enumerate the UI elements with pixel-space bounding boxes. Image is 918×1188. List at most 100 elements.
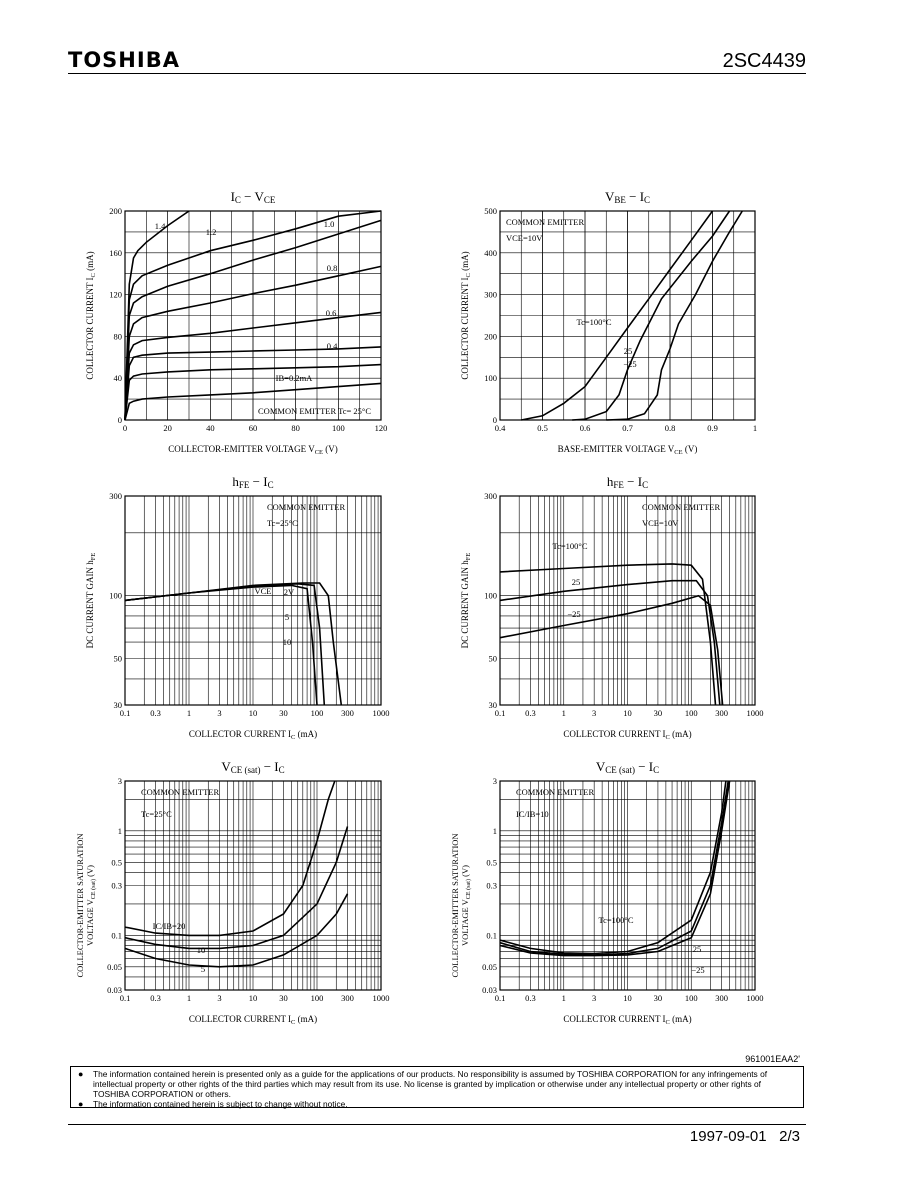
disclaimer-text: The information contained herein is pres…	[93, 1069, 768, 1099]
x-tick-label: 0.3	[150, 708, 161, 718]
y-tick-label: 0.05	[107, 962, 122, 972]
x-tick-label: 0.4	[495, 423, 506, 433]
y-tick-label: 100	[484, 591, 497, 601]
plot-frame	[499, 780, 756, 991]
x-tick-label: 0.3	[150, 993, 161, 1003]
curve-label: 0.4	[327, 341, 338, 351]
y-tick-label: 120	[109, 290, 122, 300]
y-tick-label: 1	[493, 826, 497, 836]
y-tick-label: 400	[484, 248, 497, 258]
y-tick-label: 300	[484, 491, 497, 501]
y-axis-label: DC CURRENT GAIN hFE	[460, 553, 472, 649]
y-tick-label: 200	[109, 206, 122, 216]
curve-label: Tc=100°C	[553, 541, 588, 551]
x-tick-label: 10	[249, 993, 258, 1003]
series-line	[124, 893, 349, 968]
bullet-icon: ●	[78, 1099, 84, 1109]
y-axis-label: COLLECTOR CURRENT IC (mA)	[85, 251, 97, 379]
x-tick-label: 40	[206, 423, 215, 433]
footer-date: 1997-09-01	[689, 1128, 767, 1145]
y-axis-label-2: VOLTAGE VCE (sat) (V)	[460, 865, 472, 946]
y-tick-label: 30	[489, 700, 498, 710]
y-tick-label: 0.03	[107, 985, 122, 995]
y-tick-label: 0.5	[111, 857, 122, 867]
x-tick-label: 30	[279, 708, 288, 718]
x-tick-label: 300	[341, 993, 354, 1003]
x-tick-label: 60	[249, 423, 258, 433]
x-tick-label: 3	[217, 708, 221, 718]
x-tick-label: 100	[311, 993, 324, 1003]
curve-label: VCE	[255, 586, 272, 596]
chart-hfe-ic-tc: hFE − IC 0.1 0.3 1 3 10 30 100 300 1000 30 50 100 300…	[460, 474, 764, 741]
series-line	[124, 780, 336, 937]
x-tick-label: 3	[592, 993, 596, 1003]
chart-vcesat-ic-ratio: VCE (sat) − IC 0.1 0.3 1 3 10 30 100 300 1000 0.03…	[75, 759, 390, 1026]
series-line	[499, 780, 731, 957]
series-line	[124, 219, 382, 421]
grid	[499, 495, 756, 706]
curve-label: Tc=100°C	[599, 915, 634, 925]
series-line	[521, 210, 714, 421]
x-tick-label: 300	[715, 993, 728, 1003]
series-line	[124, 582, 343, 706]
y-tick-label: 100	[484, 373, 497, 383]
footer-rule	[68, 1124, 806, 1125]
x-tick-label: 30	[279, 993, 288, 1003]
curve-label: 1.2	[206, 227, 217, 237]
x-axis-label: COLLECTOR CURRENT IC (mA)	[563, 1014, 691, 1026]
chart-annotation-2: IC/IB=10	[516, 809, 549, 819]
chart-title: VCE (sat) − IC	[596, 759, 659, 775]
y-tick-label: 3	[118, 776, 122, 786]
x-tick-label: 10	[249, 708, 258, 718]
curve-label: −25	[567, 609, 580, 619]
series-line	[124, 210, 190, 421]
chart-annotation: COMMON EMITTER	[267, 502, 345, 512]
y-tick-label: 0.5	[486, 857, 497, 867]
y-axis-label-2: VOLTAGE VCE (sat) (V)	[85, 865, 97, 946]
chart-annotation-2: Tc=25°C	[141, 809, 172, 819]
series-line	[124, 210, 382, 421]
x-tick-label: 1	[562, 708, 566, 718]
curve-label: IC/IB=20	[153, 921, 186, 931]
series-line	[124, 382, 382, 421]
disclaimer-box: ● The information contained herein is pre…	[70, 1066, 804, 1109]
chart-ic-vce: IC − VCE 0 20 40 60 80 100 120 0 40 80 120 160 200 COL…	[85, 189, 388, 456]
chart-annotation: COMMON EMITTER	[516, 787, 594, 797]
x-axis-label: COLLECTOR CURRENT IC (mA)	[189, 729, 317, 741]
chart-title: VBE − IC	[605, 189, 650, 205]
x-tick-label: 0	[123, 423, 127, 433]
y-tick-label: 200	[484, 331, 497, 341]
bullet-icon: ●	[78, 1069, 84, 1079]
x-tick-label: 120	[375, 423, 388, 433]
chart-annotation-2: Tc=25°C	[267, 518, 298, 528]
curve-label: 25	[624, 346, 633, 356]
footer-date-page: 1997-09-01 2/3	[690, 1128, 800, 1145]
x-tick-label: 1000	[373, 708, 390, 718]
chart-vcesat-ic-tc: VCE (sat) − IC 0.1 0.3 1 3 10 30 100 300 1000 0.03…	[450, 759, 764, 1026]
x-tick-label: 0.1	[495, 993, 506, 1003]
y-tick-label: 1	[118, 826, 122, 836]
part-number: 2SC4439	[722, 50, 806, 72]
y-tick-label: 50	[114, 654, 123, 664]
x-tick-label: 1000	[373, 993, 390, 1003]
chart-annotation: COMMON EMITTER	[506, 217, 584, 227]
chart-vbe-ic: VBE − IC 0.4 0.5 0.6 0.7 0.8 0.9 1 0 100 200 300 400…	[460, 189, 757, 456]
y-tick-label: 0.1	[486, 930, 497, 940]
y-axis-label: COLLECTOR-EMITTER SATURATION	[450, 833, 460, 977]
x-tick-label: 80	[291, 423, 300, 433]
x-tick-label: 1	[187, 993, 191, 1003]
y-tick-label: 500	[484, 206, 497, 216]
x-tick-label: 0.9	[707, 423, 718, 433]
x-tick-label: 300	[341, 708, 354, 718]
y-tick-label: 160	[109, 248, 122, 258]
series-line	[124, 265, 382, 421]
curve-label: −25	[623, 359, 636, 369]
curve-label: 2V	[284, 587, 295, 597]
chart-annotation: COMMON EMITTER	[141, 787, 219, 797]
footer-page: 2/3	[779, 1128, 800, 1145]
y-axis-label: COLLECTOR CURRENT IC (mA)	[460, 251, 472, 379]
y-axis-label: COLLECTOR-EMITTER SATURATION	[75, 833, 85, 977]
x-tick-label: 0.7	[622, 423, 633, 433]
x-tick-label: 100	[685, 993, 698, 1003]
plot-frame	[124, 495, 382, 706]
